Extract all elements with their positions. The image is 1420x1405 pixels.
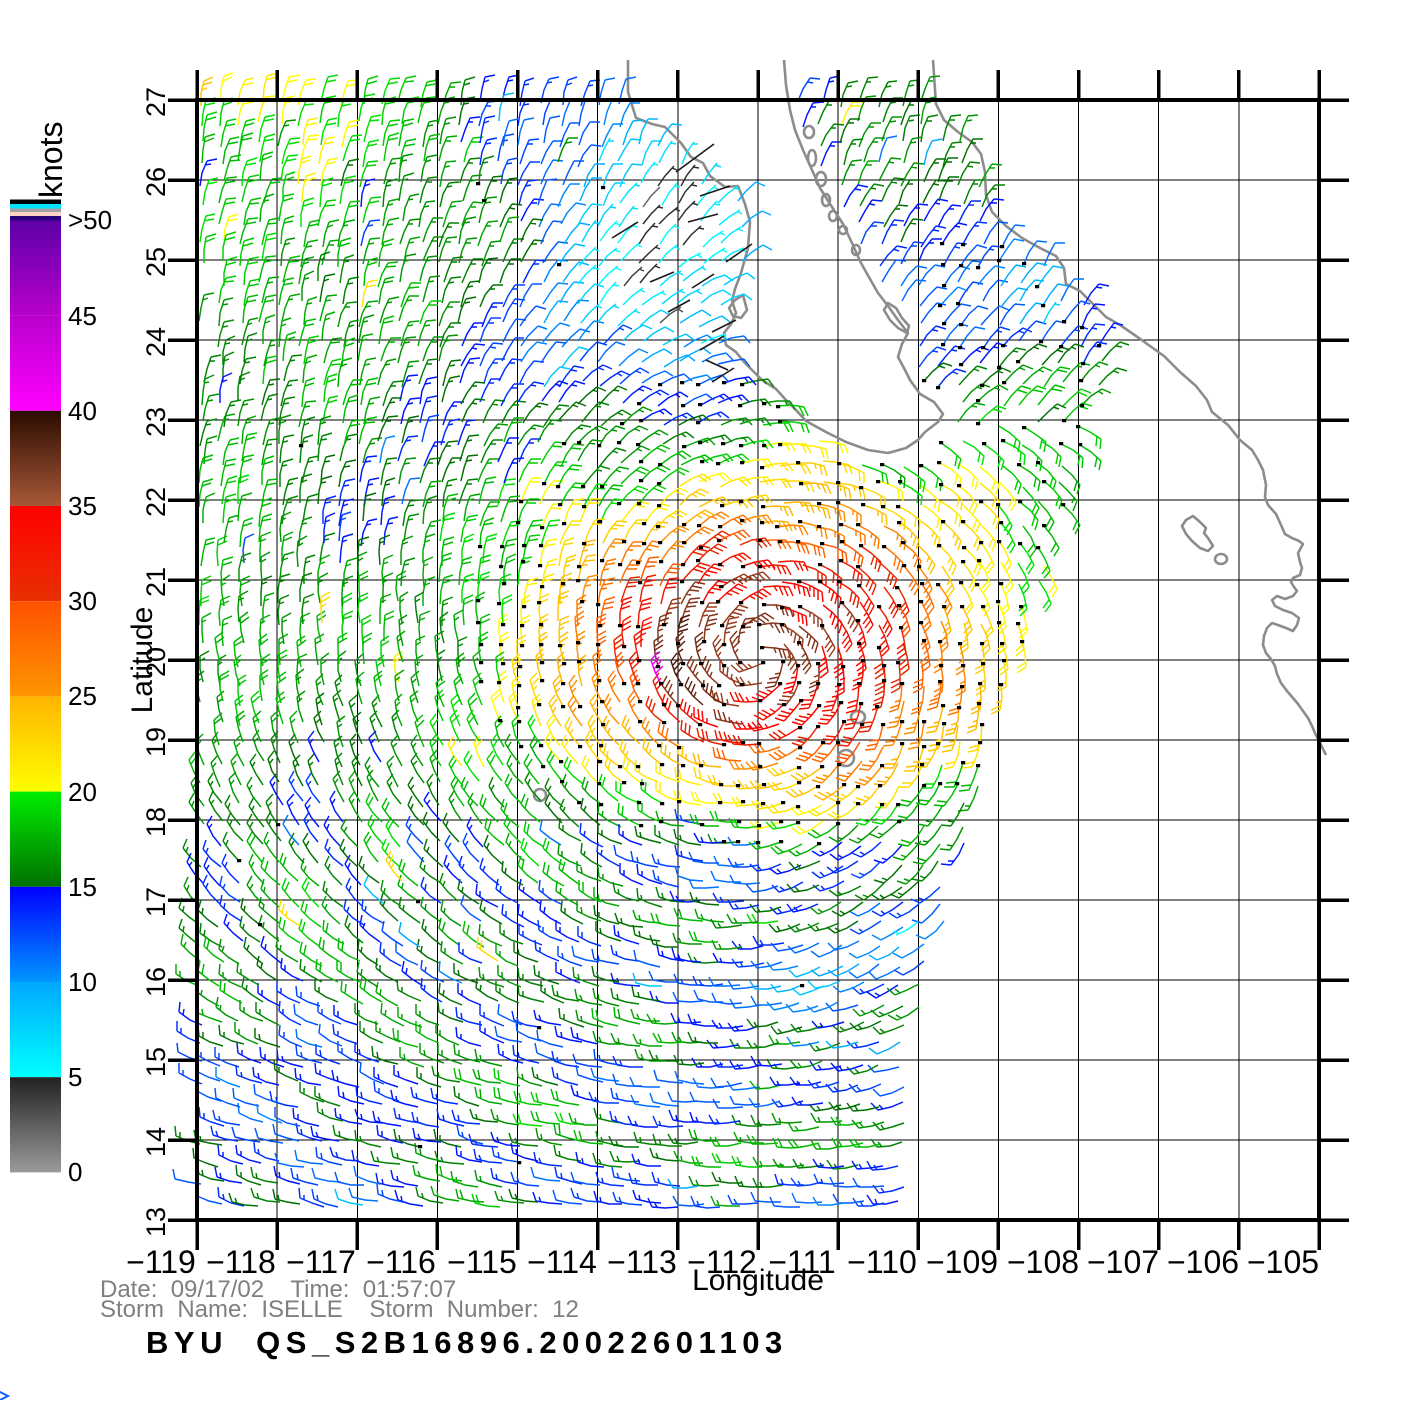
- svg-text:−107: −107: [1087, 1244, 1159, 1280]
- svg-text:−117: −117: [286, 1244, 356, 1280]
- svg-text:>50: >50: [68, 205, 112, 235]
- svg-text:−115: −115: [447, 1244, 517, 1280]
- svg-text:10: 10: [68, 967, 97, 997]
- svg-text:Longitude: Longitude: [692, 1264, 824, 1297]
- svg-text:−118: −118: [206, 1244, 276, 1280]
- svg-text:35: 35: [68, 491, 97, 521]
- svg-text:−113: −113: [607, 1244, 677, 1280]
- svg-text:25: 25: [141, 247, 171, 277]
- svg-text:−105: −105: [1247, 1244, 1319, 1280]
- svg-text:knots: knots: [33, 122, 69, 198]
- svg-text:15: 15: [68, 872, 97, 902]
- svg-text:Storm Name: ISELLE Storm: Storm Name: ISELLE Storm Number: 12: [100, 1296, 579, 1323]
- svg-text:Latitude: Latitude: [126, 607, 159, 714]
- svg-text:20: 20: [141, 647, 171, 677]
- svg-text:17: 17: [141, 887, 171, 917]
- svg-text:16: 16: [141, 967, 171, 997]
- svg-text:−108: −108: [1007, 1244, 1079, 1280]
- svg-text:21: 21: [141, 567, 171, 597]
- svg-text:30: 30: [68, 586, 97, 616]
- svg-text:−119: −119: [126, 1244, 196, 1280]
- svg-text:25: 25: [68, 681, 97, 711]
- svg-text:13: 13: [141, 1207, 171, 1237]
- svg-text:−116: −116: [366, 1244, 436, 1280]
- svg-text:40: 40: [68, 396, 97, 426]
- svg-text:23: 23: [141, 407, 171, 437]
- svg-text:−106: −106: [1167, 1244, 1239, 1280]
- svg-text:26: 26: [141, 167, 171, 197]
- svg-text:−109: −109: [926, 1244, 998, 1280]
- svg-text:BYU QS_S2B16896.20022601103: BYU QS_S2B16896.20022601103: [146, 1325, 788, 1360]
- svg-text:Date: 09/17/02 Time: 01:5: Date: 09/17/02 Time: 01:57:07: [100, 1276, 456, 1303]
- svg-text:−111: −111: [768, 1244, 835, 1280]
- svg-text:24: 24: [141, 327, 171, 357]
- svg-text:14: 14: [141, 1127, 171, 1157]
- svg-text:18: 18: [141, 807, 171, 837]
- svg-text:5: 5: [68, 1062, 82, 1092]
- svg-text:27: 27: [141, 87, 171, 117]
- svg-text:15: 15: [141, 1047, 171, 1077]
- svg-text:45: 45: [68, 301, 97, 331]
- svg-text:−112: −112: [687, 1244, 757, 1280]
- svg-text:22: 22: [141, 487, 171, 517]
- svg-text:20: 20: [68, 777, 97, 807]
- svg-text:−114: −114: [527, 1244, 597, 1280]
- svg-text:−110: −110: [847, 1244, 917, 1280]
- svg-text:19: 19: [141, 727, 171, 757]
- svg-text:0: 0: [68, 1157, 82, 1187]
